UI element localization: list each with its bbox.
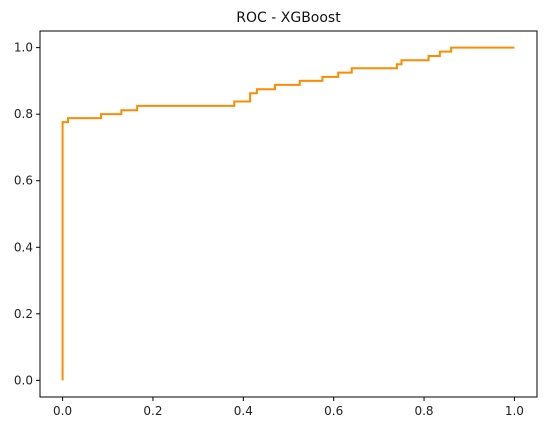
x-tick-label: 1.0 [505, 404, 524, 418]
y-tick-label: 0.4 [14, 240, 33, 254]
chart-title: ROC - XGBoost [236, 10, 341, 26]
x-tick-label: 0.6 [324, 404, 343, 418]
axes [39, 30, 538, 398]
x-tick-label: 0.0 [53, 404, 72, 418]
x-tick-label: 0.8 [414, 404, 433, 418]
plot-frame [39, 30, 538, 398]
x-tick-label: 0.4 [234, 404, 253, 418]
y-tick-label: 0.0 [14, 373, 33, 387]
roc-curve-line [61, 46, 515, 381]
y-tick-label: 1.0 [14, 41, 33, 55]
y-tick-label: 0.2 [14, 307, 33, 321]
x-tick-label: 0.2 [143, 404, 162, 418]
y-tick-label: 0.6 [14, 174, 33, 188]
series-lines [61, 46, 515, 381]
y-tick-label: 0.8 [14, 107, 33, 121]
ticks: 0.0 0.2 0.4 0.6 0.8 1.0 0.0 0.2 0.4 0.6 0.8 1.0 [14, 41, 524, 418]
